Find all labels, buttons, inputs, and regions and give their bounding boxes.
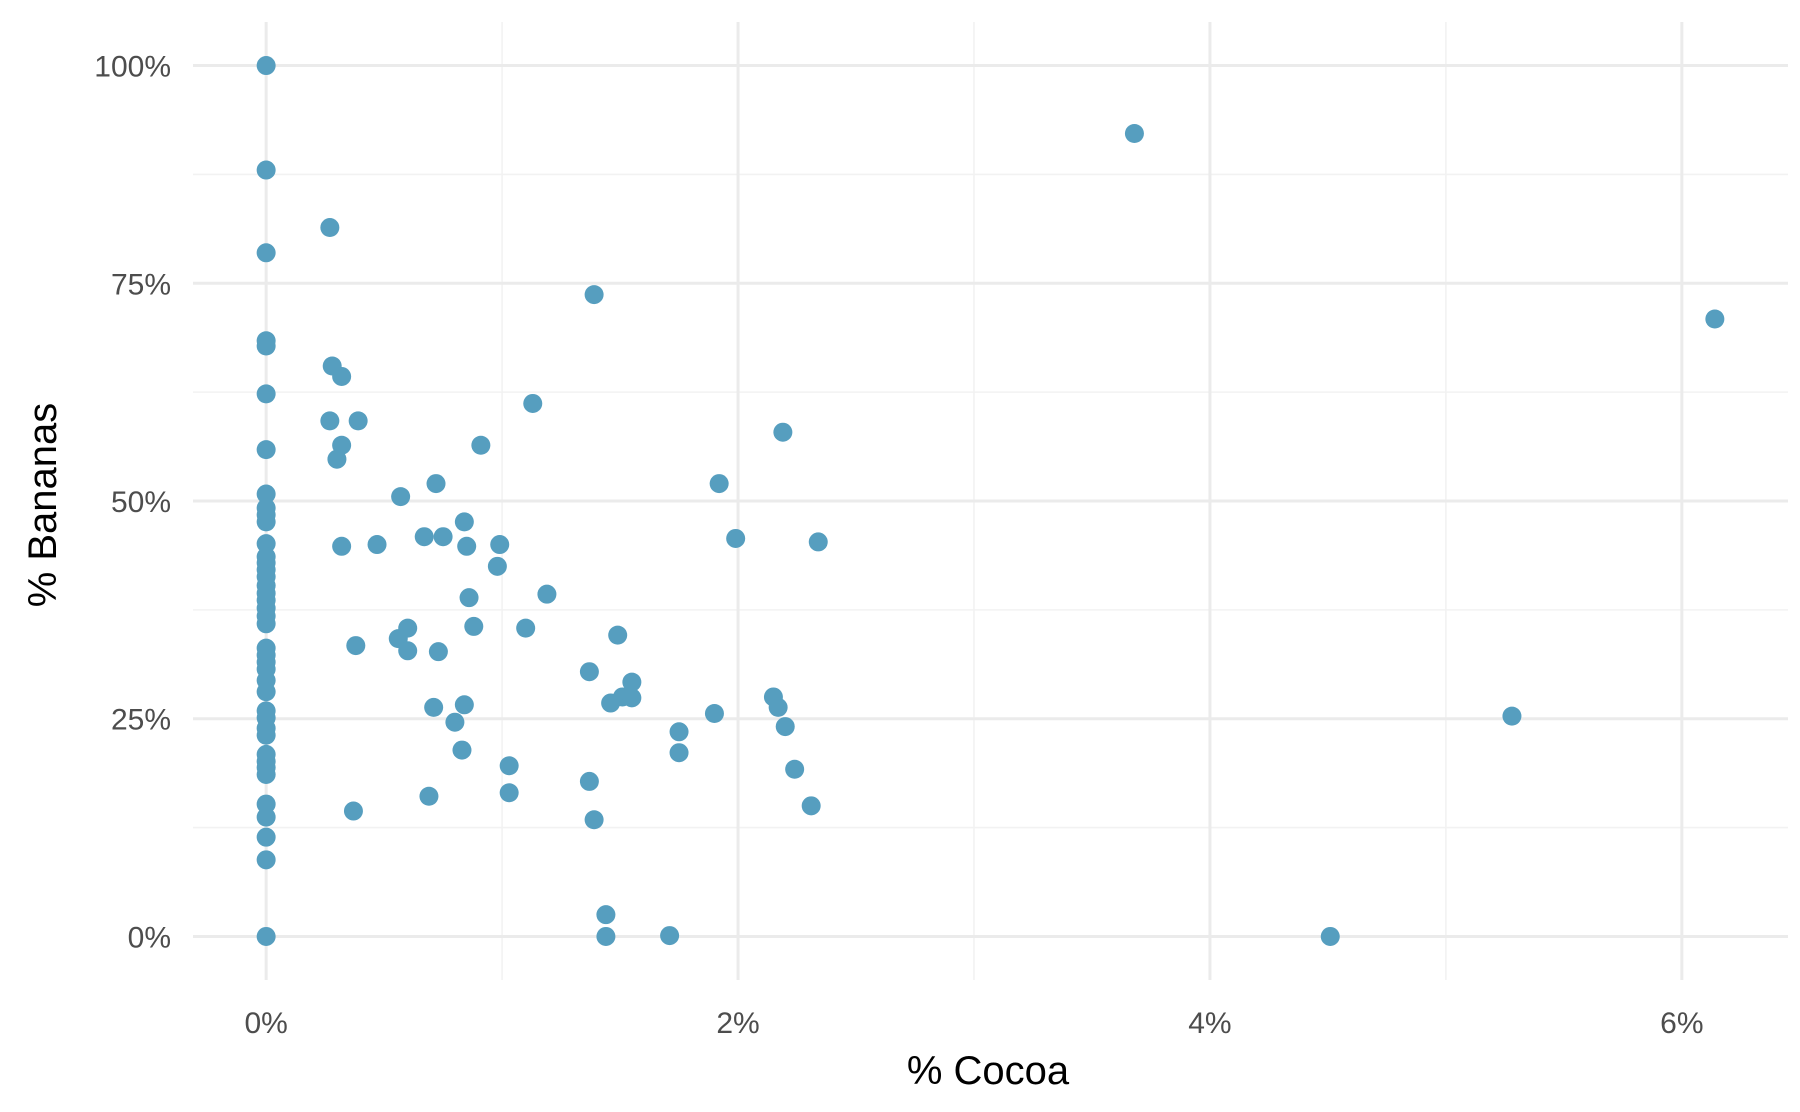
data-point xyxy=(256,384,276,404)
data-point xyxy=(523,393,543,413)
data-point xyxy=(471,435,491,455)
data-point xyxy=(332,536,352,556)
data-point xyxy=(768,697,788,717)
data-point xyxy=(487,556,507,576)
data-point xyxy=(348,411,368,431)
data-point xyxy=(579,771,599,791)
data-point xyxy=(808,532,828,552)
data-point xyxy=(428,642,448,662)
data-point xyxy=(256,794,276,814)
data-point xyxy=(256,926,276,946)
data-points xyxy=(256,56,1725,946)
data-point xyxy=(256,160,276,180)
data-point xyxy=(367,535,387,555)
data-point xyxy=(426,474,446,494)
data-point xyxy=(584,810,604,830)
x-axis-tick-labels: 0% 2% 4% 6% xyxy=(244,1007,1703,1040)
major-gridlines xyxy=(193,22,1788,980)
data-point xyxy=(775,717,795,737)
data-point xyxy=(256,336,276,356)
y-tick-label: 100% xyxy=(94,51,171,84)
data-point xyxy=(601,693,621,713)
data-point xyxy=(516,618,536,638)
data-point xyxy=(452,740,472,760)
data-point xyxy=(454,695,474,715)
y-axis-title: % Bananas xyxy=(21,403,65,608)
data-point xyxy=(773,422,793,442)
data-point xyxy=(726,528,746,548)
data-point xyxy=(445,712,465,732)
data-point xyxy=(256,56,276,76)
data-point xyxy=(320,218,340,238)
data-point xyxy=(579,662,599,682)
data-point xyxy=(459,588,479,608)
data-point xyxy=(622,688,642,708)
data-point xyxy=(1124,123,1144,143)
data-point xyxy=(398,618,418,638)
data-point xyxy=(256,440,276,460)
data-point xyxy=(709,474,729,494)
data-point xyxy=(454,512,474,532)
data-point xyxy=(499,783,519,803)
data-point xyxy=(704,704,724,724)
data-point xyxy=(346,636,366,656)
data-point xyxy=(398,641,418,661)
data-point xyxy=(256,807,276,827)
data-point xyxy=(669,743,689,763)
y-tick-label: 25% xyxy=(111,704,171,737)
data-point xyxy=(457,536,477,556)
data-point xyxy=(669,722,689,742)
data-point xyxy=(608,625,628,645)
data-point xyxy=(464,616,484,636)
data-point xyxy=(256,827,276,847)
data-point xyxy=(785,759,805,779)
minor-gridlines xyxy=(193,22,1788,980)
y-axis-tick-labels: 0% 25% 50% 75% 100% xyxy=(94,51,171,955)
x-tick-label: 6% xyxy=(1660,1007,1703,1040)
data-point xyxy=(256,534,276,554)
x-tick-label: 2% xyxy=(716,1007,759,1040)
data-point xyxy=(801,796,821,816)
x-tick-label: 4% xyxy=(1188,1007,1231,1040)
data-point xyxy=(256,614,276,634)
data-point xyxy=(537,584,557,604)
data-point xyxy=(660,926,680,946)
x-tick-label: 0% xyxy=(244,1007,287,1040)
data-point xyxy=(332,366,352,386)
data-point xyxy=(1320,926,1340,946)
data-point xyxy=(596,905,616,925)
data-point xyxy=(596,926,616,946)
y-tick-label: 0% xyxy=(128,921,171,954)
y-tick-label: 75% xyxy=(111,268,171,301)
data-point xyxy=(256,243,276,263)
data-point xyxy=(622,672,642,692)
data-point xyxy=(1705,309,1725,329)
data-point xyxy=(1502,706,1522,726)
data-point xyxy=(584,285,604,305)
x-axis-title: % Cocoa xyxy=(907,1049,1070,1093)
data-point xyxy=(256,682,276,702)
data-point xyxy=(256,850,276,870)
data-point xyxy=(320,411,340,431)
data-point xyxy=(499,756,519,776)
data-point xyxy=(327,449,347,469)
data-point xyxy=(256,725,276,745)
data-point xyxy=(256,764,276,784)
y-tick-label: 50% xyxy=(111,486,171,519)
data-point xyxy=(256,484,276,504)
data-point xyxy=(419,786,439,806)
data-point xyxy=(391,487,411,507)
data-point xyxy=(343,801,363,821)
data-point xyxy=(414,527,434,547)
data-point xyxy=(433,527,453,547)
data-point xyxy=(256,512,276,532)
data-point xyxy=(424,697,444,717)
data-point xyxy=(490,535,510,555)
